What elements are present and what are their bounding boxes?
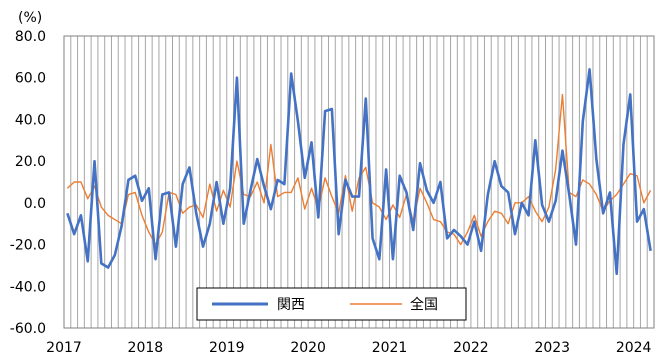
legend: 関西 全国: [196, 287, 467, 321]
y-tick-label: -60.0: [10, 321, 46, 337]
x-tick-label: 2020: [290, 340, 326, 354]
y-unit-label: (%): [18, 10, 42, 26]
x-tick-label: 2018: [128, 340, 164, 354]
y-tick-label: 0.0: [24, 196, 46, 212]
plot-border: [63, 35, 655, 329]
y-tick-label: 60.0: [15, 71, 46, 87]
gridlines: [70, 36, 648, 328]
x-tick-label: 2017: [46, 340, 82, 354]
x-tick-label: 2023: [534, 340, 570, 354]
y-tick-label: -20.0: [10, 238, 46, 254]
series-line-kansai: [66, 68, 652, 276]
x-tick-label: 2021: [372, 340, 408, 354]
x-tick-label: 2022: [453, 340, 489, 354]
y-tick-label: 40.0: [15, 112, 46, 128]
y-tick-label: 20.0: [15, 154, 46, 170]
legend-label-kansai: 関西: [277, 297, 305, 313]
x-axis: 2017 2018 2019 2020 2021 2022 2023 2024: [46, 340, 651, 354]
legend-label-national: 全国: [410, 296, 438, 313]
y-axis: 80.0 60.0 40.0 20.0 0.0 -20.0 -40.0 -60.0: [10, 29, 46, 337]
y-tick-label: -40.0: [10, 279, 46, 295]
x-tick-label: 2019: [209, 340, 245, 354]
x-tick-label: 2024: [616, 340, 652, 354]
series-group: [66, 68, 652, 276]
y-tick-label: 80.0: [15, 29, 46, 45]
